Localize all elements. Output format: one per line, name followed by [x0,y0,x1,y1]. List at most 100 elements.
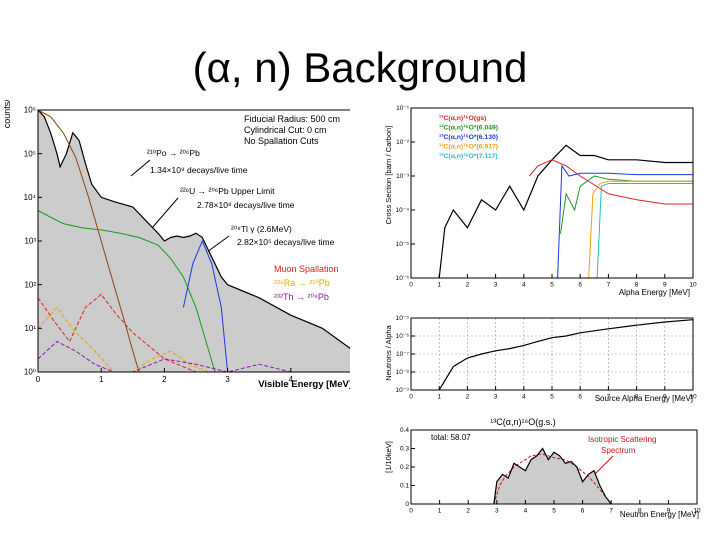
series-line [438,144,693,279]
x-tick-label: 7 [607,394,611,401]
yield-panel: Neutrons / Alpha Source Alpha Energy [Me… [384,315,697,403]
y-tick-label: 10⁻⁷ [396,351,410,358]
spectrum-panel: counts/bin [1/1keV] Visible Energy [MeV]… [2,100,350,390]
neutron-spectrum-panel: ¹³C(α,n)¹⁶O(g.s.) [1/10keV] Neutron Ener… [384,417,701,519]
x-tick-label: 5 [550,394,554,401]
x-tick-label: 3 [225,375,230,384]
legend-ra226: ²²⁶Ra → ²¹⁰Pb [274,278,330,288]
x-tick-label: 10 [689,282,697,289]
y-tick-label: 10² [24,280,36,289]
x-axis-label: Visible Energy [MeV] [258,379,350,390]
series-line [37,109,140,373]
y-tick-label: 10⁻⁶ [396,333,410,340]
annotation-isotropic-2: Spectrum [601,446,636,455]
legend-entry: ¹³C(α,n)¹⁶O*(6.130) [439,134,498,141]
info-line: Cylindrical Cut: 0 cm [244,125,327,135]
y-axis-label: [1/10keV] [384,441,393,473]
y-tick-label: 10⁶ [24,106,36,115]
x-axis-label: Alpha Energy [MeV] [619,288,690,297]
legend-entry: ¹³C(α,n)¹⁶O*(6.917) [439,144,498,151]
series-line [560,175,693,234]
x-axis-label: Neutron Energy [MeV] [620,510,699,519]
x-tick-label: 4 [522,282,526,289]
x-tick-label: 6 [578,394,582,401]
annotation-pointer [206,235,230,253]
y-axis-label: Neutrons / Alpha [384,324,393,380]
y-tick-label: 0.2 [400,464,409,471]
x-tick-label: 4 [522,394,526,401]
x-tick-label: 2 [466,394,470,401]
annotation-isotropic: Isotropic Scattering [588,435,656,444]
y-tick-label: 10⁻⁴ [396,207,410,214]
x-tick-label: 1 [437,394,441,401]
x-tick-label: 6 [581,508,585,515]
y-tick-label: 10⁻¹ [396,105,410,112]
x-tick-label: 0 [36,375,41,384]
x-tick-label: 5 [552,508,556,515]
y-tick-label: 10¹ [24,324,36,333]
x-tick-label: 5 [550,282,554,289]
x-tick-label: 0 [409,394,413,401]
y-tick-label: 10⁻⁸ [396,369,410,376]
y-tick-label: 10⁻³ [396,173,410,180]
area-fill [493,448,612,504]
x-tick-label: 8 [635,394,639,401]
y-tick-label: 10⁵ [24,149,36,158]
annotation-po210-rate: 1.34×10⁹ decays/live time [150,165,248,175]
legend-th232: ²³²Th → ²⁰⁸Pb [274,292,329,302]
series-line [493,447,612,505]
slide-title: (α, n) Background [192,44,528,91]
x-tick-label: 1 [99,375,104,384]
y-tick-label: 10⁻⁵ [396,241,410,248]
y-tick-label: 10⁰ [24,368,36,377]
x-tick-label: 0 [409,282,413,289]
series-line [438,319,694,391]
y-tick-label: 10⁻⁹ [396,387,410,394]
y-tick-label: 10⁻⁶ [396,275,410,282]
series-line [588,180,693,279]
total-text: total: 58.07 [431,433,471,442]
series-line [529,159,693,205]
area-fill [38,110,350,372]
annotation-po210: ²¹⁰Po → ²⁰⁶Pb [147,148,200,158]
x-tick-label: 10 [689,394,697,401]
x-tick-label: 9 [663,394,667,401]
y-tick-label: 0.1 [400,483,409,490]
x-tick-label: 2 [466,508,470,515]
legend-entry: ¹³C(α,n)¹⁶O*(6.049) [439,125,498,132]
legend-entry: ¹³C(α,n)¹⁶O(gs) [439,115,486,122]
x-tick-label: 6 [578,282,582,289]
series-line [182,239,229,373]
x-tick-label: 0 [409,508,413,515]
x-tick-label: 8 [635,282,639,289]
series-line [37,293,228,373]
x-tick-label: 4 [524,508,528,515]
cross-section-panel: Cross Section [barn / Carbon] Alpha Ener… [384,105,697,297]
y-tick-label: 10⁻² [396,139,410,146]
y-tick-label: 0.3 [400,446,409,453]
x-tick-label: 3 [495,508,499,515]
y-tick-label: 0 [405,501,409,508]
x-tick-label: 1 [437,282,441,289]
x-tick-label: 9 [663,282,667,289]
x-axis-label: Source Alpha Energy [MeV] [595,394,693,403]
info-line: No Spallation Cuts [244,136,319,146]
series-line [596,183,693,279]
x-tick-label: 3 [494,282,498,289]
annotation-u238-rate: 2.78×10⁸ decays/live time [197,200,295,210]
x-tick-label: 7 [607,282,611,289]
y-tick-label: 0.4 [400,427,409,434]
x-tick-label: 2 [466,282,470,289]
y-tick-label: 10⁻⁵ [396,315,410,322]
legend-entry: ¹³C(α,n)¹⁶O*(7.117) [439,153,498,160]
y-axis-label: Cross Section [barn / Carbon] [384,126,393,225]
x-tick-label: 4 [289,375,294,384]
x-tick-label: 2 [162,375,167,384]
x-tick-label: 3 [494,394,498,401]
annotation-u238: ²²⁶U → ²⁰⁶Pb Upper Limit [180,186,275,196]
y-tick-label: 10³ [24,237,36,246]
x-tick-label: 8 [638,508,642,515]
series-line [37,109,350,350]
series-line [37,210,216,373]
series-line [557,164,693,279]
